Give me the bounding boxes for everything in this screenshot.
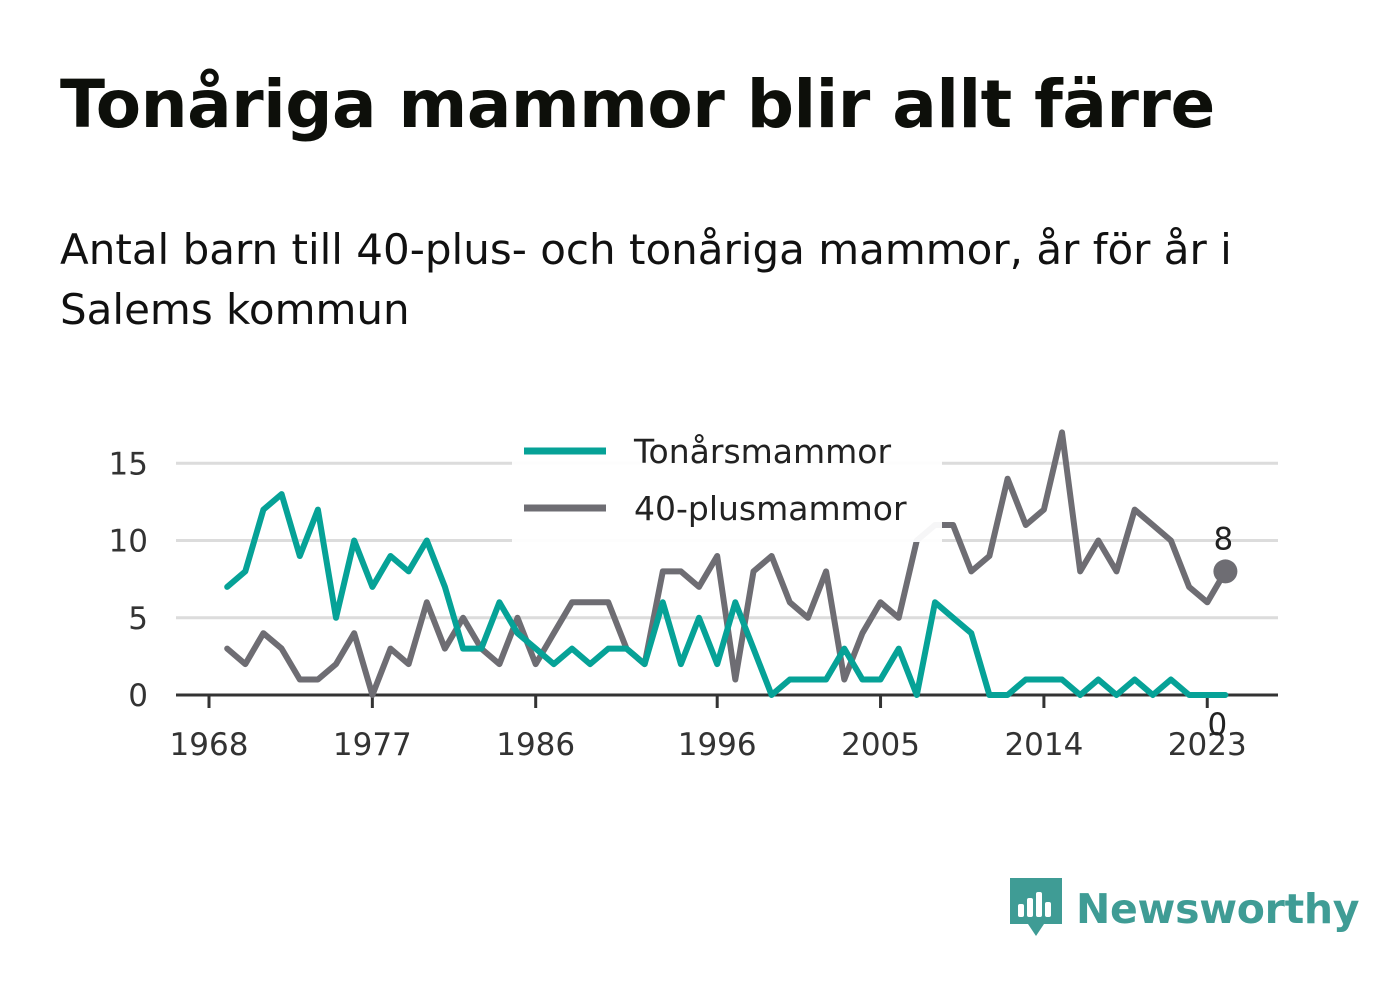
legend: Tonårsmammor 40-plusmammor — [512, 424, 942, 542]
y-tick-label: 15 — [109, 446, 148, 482]
brand-name: Newsworthy — [1076, 885, 1360, 933]
y-axis-ticks: 0 5 10 15 — [109, 446, 148, 714]
y-tick-label: 5 — [128, 601, 148, 637]
end-labels: 8 0 — [1208, 521, 1238, 743]
x-tick-label: 1996 — [678, 727, 757, 763]
series-lines — [224, 429, 1229, 698]
x-tick-label: 1977 — [333, 727, 412, 763]
newsworthy-logo-icon — [1010, 878, 1062, 936]
x-axis-ticks: 1968 1977 1986 1996 2005 2014 2023 — [170, 695, 1247, 763]
legend-label-plus40: 40-plusmammor — [634, 489, 907, 528]
x-tick-label: 2005 — [841, 727, 920, 763]
end-label-plus40: 8 — [1214, 521, 1234, 557]
series-line-teen — [224, 491, 1229, 698]
y-tick-label: 10 — [109, 524, 148, 560]
x-tick-label: 1986 — [496, 727, 575, 763]
end-point-plus40 — [1213, 559, 1238, 584]
y-tick-label: 0 — [128, 678, 148, 714]
x-tick-label: 1968 — [170, 727, 249, 763]
series-line-plus40 — [224, 429, 1229, 698]
x-tick-label: 2023 — [1168, 727, 1247, 763]
chart-title: Tonåriga mammor blir allt färre — [60, 66, 1215, 143]
legend-background — [512, 424, 942, 542]
chart-subtitle: Antal barn till 40-plus- och tonåriga ma… — [60, 225, 1232, 334]
x-tick-label: 2014 — [1004, 727, 1083, 763]
legend-label-teen: Tonårsmammor — [633, 432, 891, 471]
end-label-teen: 0 — [1208, 707, 1228, 743]
brand-logo: Newsworthy — [1010, 878, 1359, 940]
